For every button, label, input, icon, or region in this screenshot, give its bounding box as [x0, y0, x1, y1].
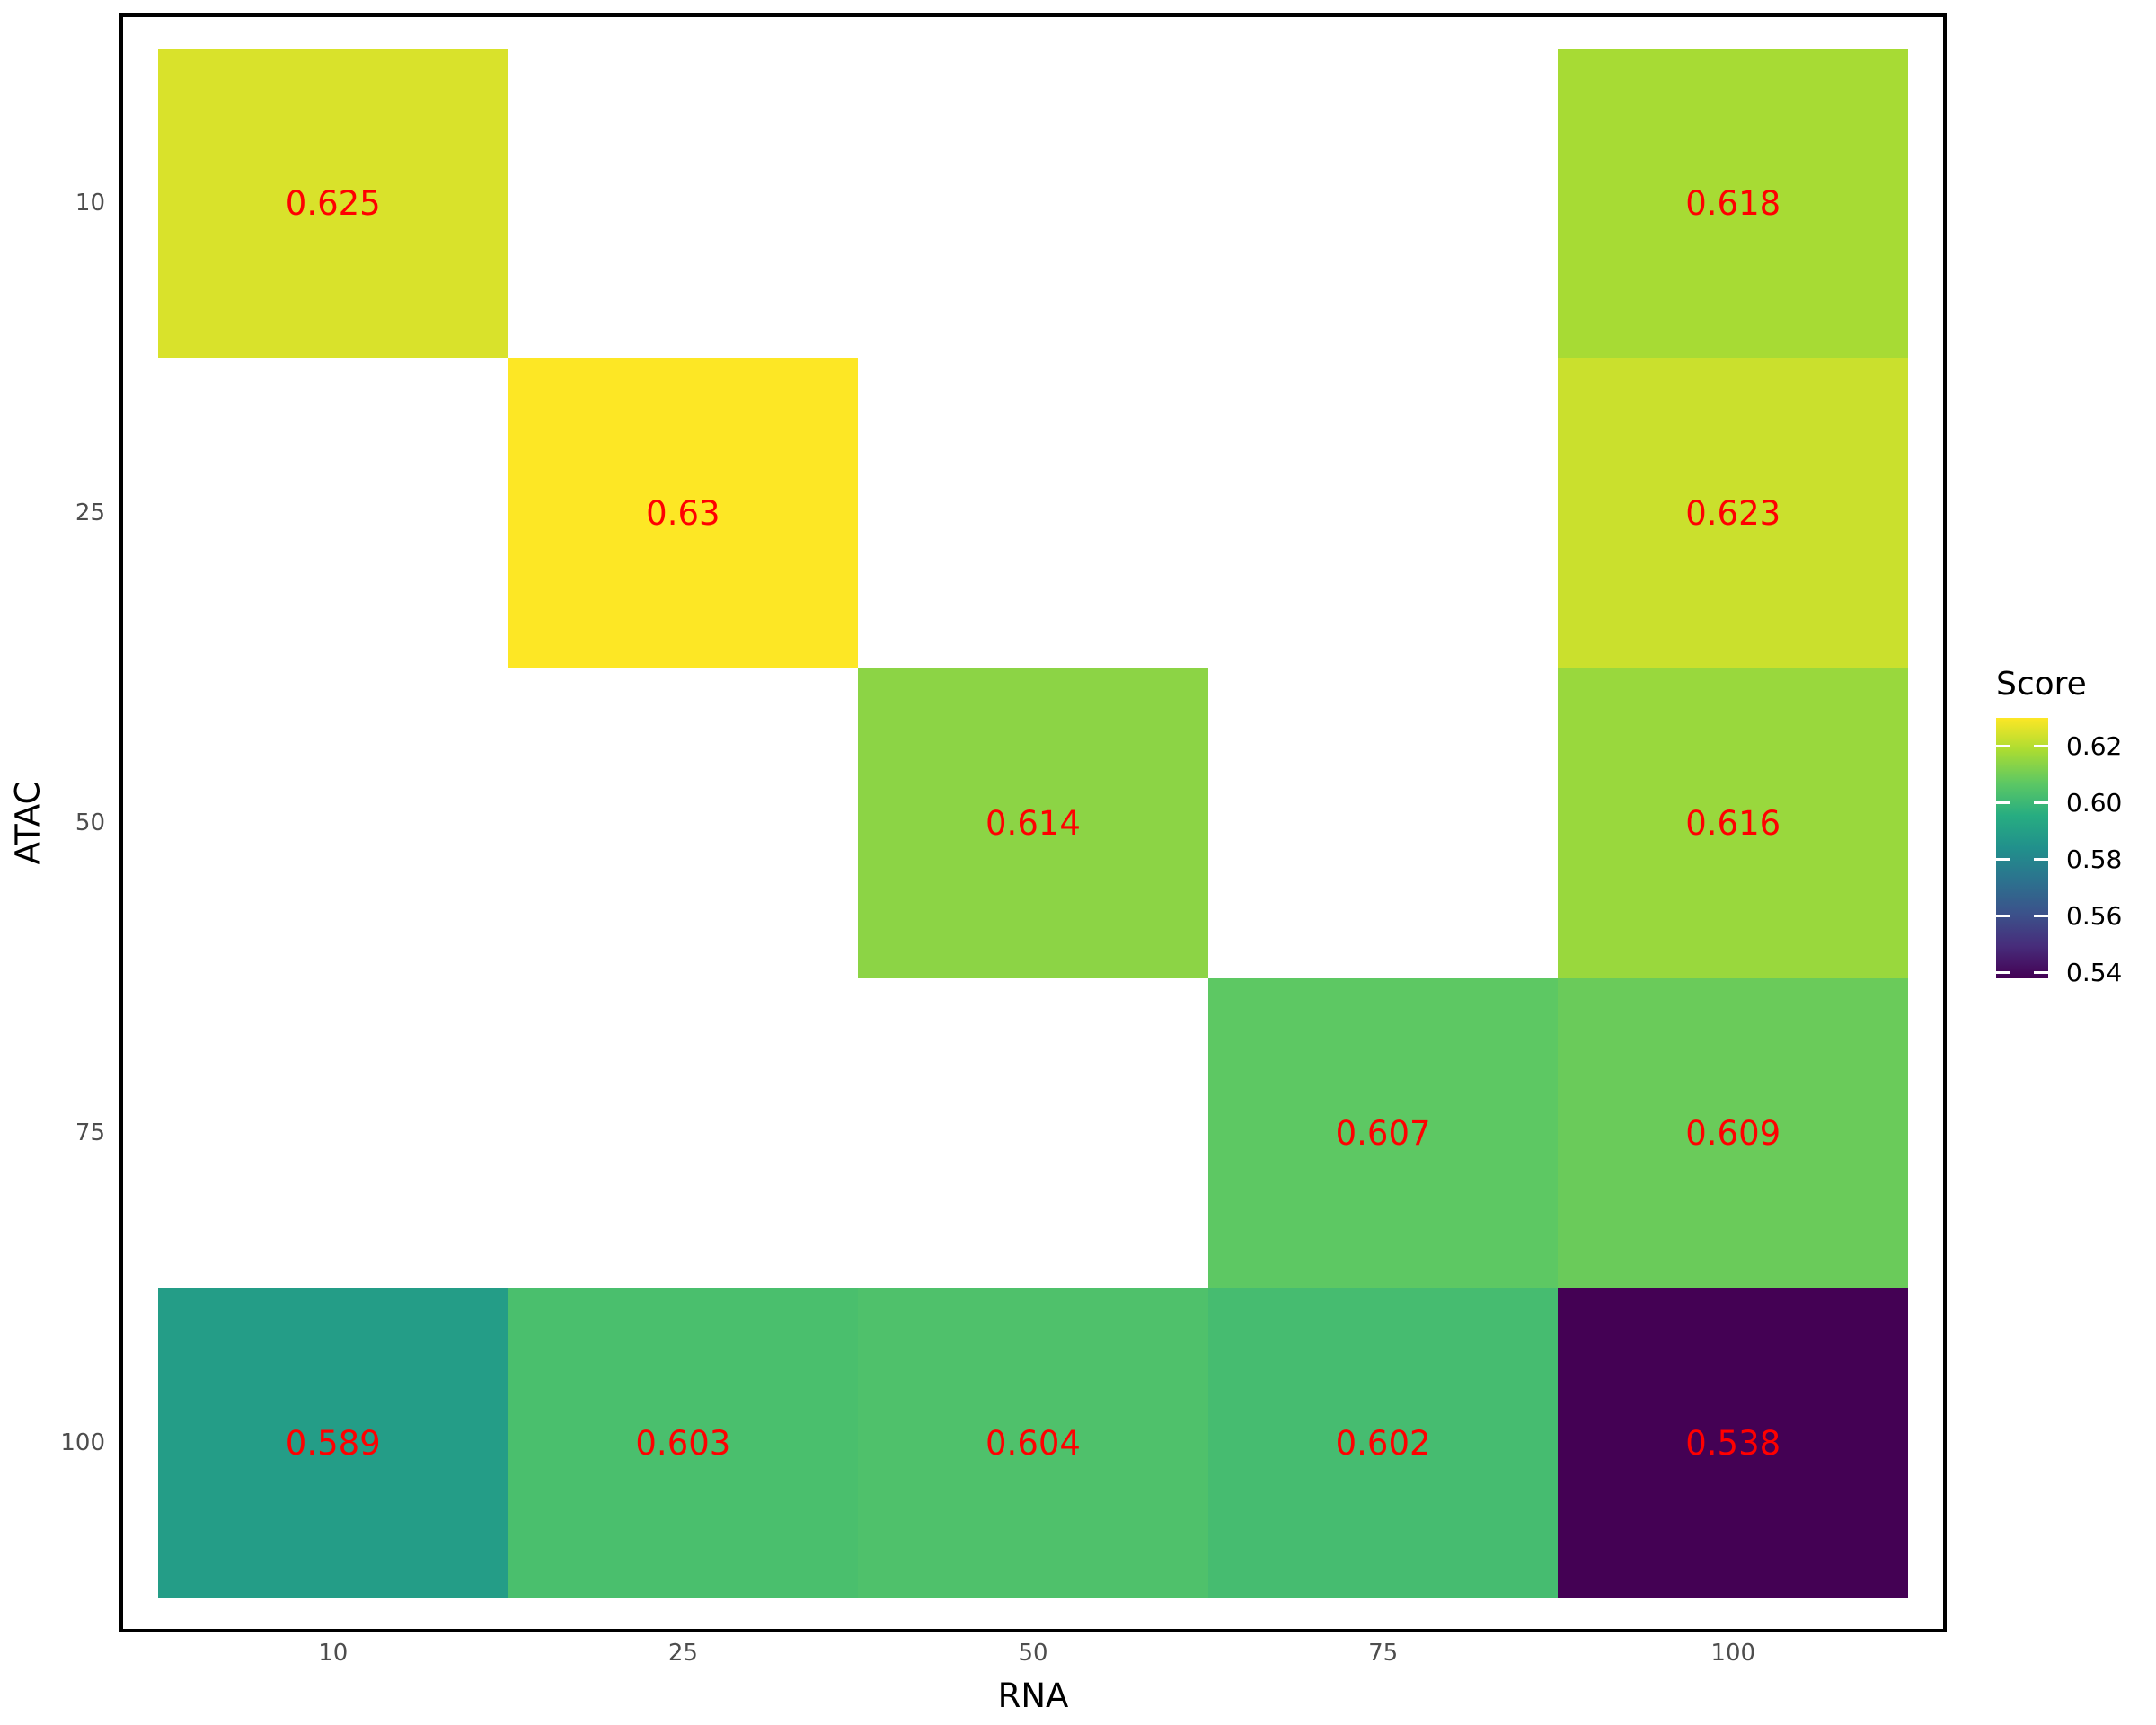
legend-tick-label: 0.58: [2066, 844, 2123, 874]
heatmap-cell: 0.609: [1558, 978, 1909, 1288]
heatmap-cell: 0.589: [157, 1287, 508, 1598]
y-tick-label: 75: [75, 1119, 105, 1146]
cell-value-label: 0.609: [1685, 1113, 1781, 1153]
y-tick-label: 10: [75, 190, 105, 217]
x-tick-label: 10: [318, 1640, 349, 1667]
legend-tick-mark: [2034, 971, 2048, 975]
legend-tick-mark: [1996, 801, 2010, 805]
cell-value-label: 0.614: [985, 803, 1081, 843]
cell-value-label: 0.625: [285, 183, 381, 223]
heatmap-cell: 0.603: [508, 1287, 859, 1598]
legend-tick-label: 0.56: [2066, 900, 2123, 931]
x-axis-title: RNA: [997, 1676, 1069, 1715]
heatmap-cell: 0.614: [858, 668, 1208, 978]
legend-tick-mark: [2034, 801, 2048, 805]
heatmap-cell: 0.602: [1207, 1287, 1559, 1598]
legend-tick-mark: [2034, 745, 2048, 748]
heatmap-cell: 0.538: [1558, 1287, 1909, 1598]
cell-value-label: 0.589: [285, 1423, 381, 1463]
y-tick-label: 50: [75, 809, 105, 836]
cell-value-label: 0.616: [1685, 803, 1781, 843]
cell-value-label: 0.602: [1335, 1423, 1431, 1463]
heatmap-cell: 0.623: [1558, 358, 1909, 668]
y-tick-label: 25: [75, 500, 105, 526]
legend-tick-mark: [2034, 858, 2048, 862]
y-tick-label: 100: [60, 1429, 105, 1456]
x-tick-label: 75: [1368, 1640, 1399, 1667]
legend-tick-mark: [1996, 858, 2010, 862]
heatmap-cell: 0.604: [858, 1287, 1208, 1598]
cell-value-label: 0.63: [646, 493, 720, 533]
cell-value-label: 0.538: [1685, 1423, 1781, 1463]
legend-tick-mark: [1996, 971, 2010, 975]
heatmap-cell: 0.618: [1558, 48, 1909, 358]
legend-tick-mark: [1996, 745, 2010, 748]
x-tick-label: 25: [667, 1640, 698, 1667]
cell-value-label: 0.618: [1685, 183, 1781, 223]
x-tick-label: 50: [1018, 1640, 1048, 1667]
legend-colorbar: [1996, 718, 2048, 978]
heatmap-cell: 0.63: [508, 358, 859, 668]
heatmap-cell: 0.625: [157, 48, 508, 358]
legend-tick-mark: [2034, 915, 2048, 918]
cell-value-label: 0.607: [1335, 1113, 1431, 1153]
plot-panel: 0.625 0.618 0.63 0.623 0.614 0.616 0.607 0.609 0…: [119, 13, 1947, 1632]
legend-tick-label: 0.60: [2066, 787, 2123, 818]
legend-title: Score: [1996, 666, 2087, 703]
cell-value-label: 0.604: [985, 1423, 1081, 1463]
legend-tick-label: 0.62: [2066, 730, 2123, 761]
legend-tick-label: 0.54: [2066, 957, 2123, 987]
cell-value-label: 0.623: [1685, 493, 1781, 533]
cell-value-label: 0.603: [635, 1423, 731, 1463]
legend-tick-mark: [1996, 915, 2010, 918]
heatmap-cell: 0.616: [1558, 668, 1909, 978]
x-tick-label: 100: [1710, 1640, 1756, 1667]
heatmap-cell: 0.607: [1207, 978, 1559, 1288]
